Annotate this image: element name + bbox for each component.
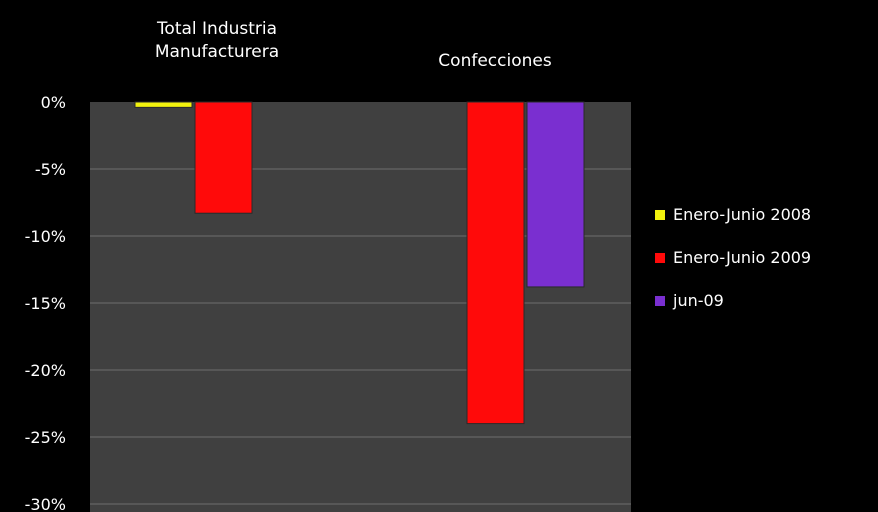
category-label-line: Total Industria xyxy=(156,19,278,39)
category-label-line: Manufacturera xyxy=(154,42,280,62)
y-tick-label: -5% xyxy=(35,160,66,179)
y-tick-label: 0% xyxy=(41,93,66,112)
legend-label: jun-09 xyxy=(673,291,724,310)
category-label-line: Confecciones xyxy=(438,51,552,71)
y-tick-label: -25% xyxy=(25,428,66,447)
legend-swatch xyxy=(655,295,665,306)
y-tick-label: -10% xyxy=(25,227,66,246)
bars xyxy=(134,101,585,425)
category-label-confecciones: Confecciones xyxy=(400,50,590,73)
legend: Enero-Junio 2008 Enero-Junio 2009 jun-09 xyxy=(655,203,811,332)
bar-enero-junio-2009-0 xyxy=(194,101,253,214)
legend-swatch xyxy=(655,252,665,263)
y-tick-label: -30% xyxy=(25,495,66,512)
legend-item-enero-junio-2009: Enero-Junio 2009 xyxy=(655,246,811,269)
legend-swatch xyxy=(655,209,665,220)
legend-label: Enero-Junio 2008 xyxy=(673,205,812,224)
bar-enero-junio-2009-1 xyxy=(466,101,525,425)
bar-enero-junio-2008-0 xyxy=(134,101,193,108)
legend-item-jun-09: jun-09 xyxy=(655,289,811,312)
category-label-total-industria: Total Industria Manufacturera xyxy=(122,18,312,64)
y-axis: 0% -5% -10% -15% -20% -25% -30% xyxy=(25,93,66,512)
y-tick-label: -20% xyxy=(25,361,66,380)
legend-label: Enero-Junio 2009 xyxy=(673,248,812,267)
legend-item-enero-junio-2008: Enero-Junio 2008 xyxy=(655,203,811,226)
bar-jun-09-1 xyxy=(526,101,585,288)
y-tick-label: -15% xyxy=(25,294,66,313)
gridlines xyxy=(90,168,631,505)
